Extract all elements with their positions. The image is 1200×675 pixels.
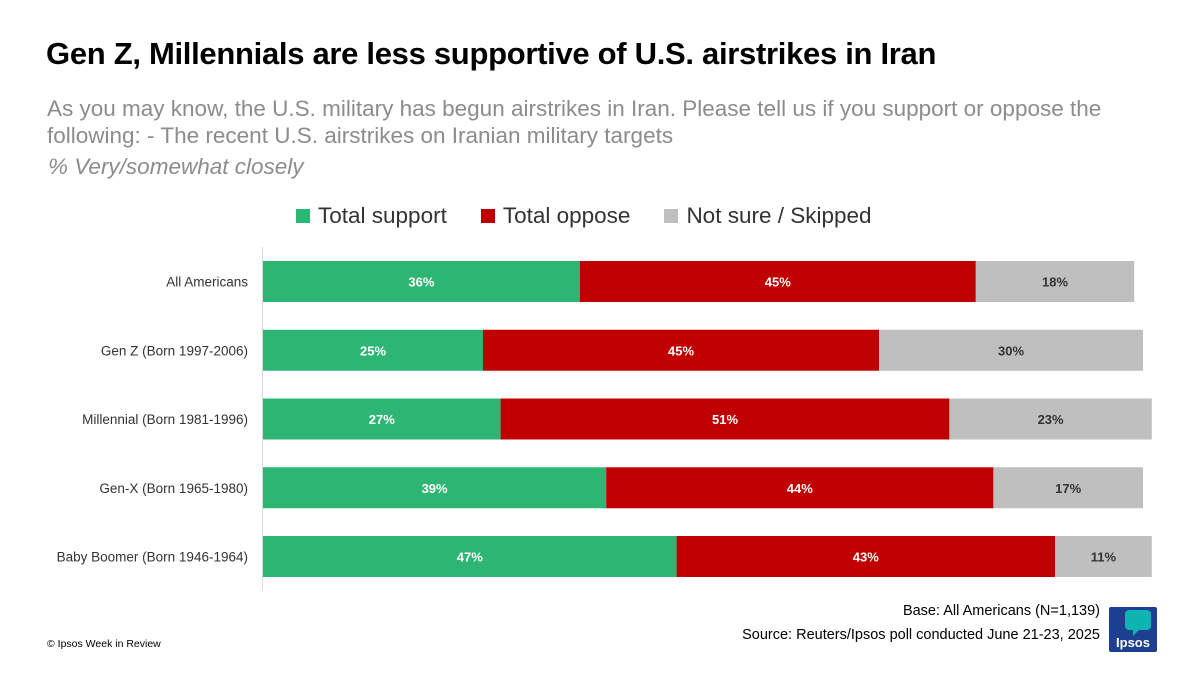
base-note: Base: All Americans (N=1,139) bbox=[902, 603, 1100, 619]
data-label: 18% bbox=[1042, 275, 1068, 290]
data-label: 25% bbox=[360, 343, 386, 358]
bar-segment bbox=[1055, 536, 1152, 577]
bar-segment bbox=[879, 329, 1143, 371]
legend-swatch-not-sure bbox=[664, 209, 679, 223]
category-label: All Americans bbox=[166, 275, 248, 290]
data-label: 23% bbox=[1038, 412, 1064, 427]
logo-speech-bubble-icon bbox=[1125, 610, 1151, 636]
bar-segment bbox=[483, 329, 879, 371]
data-label: 39% bbox=[422, 481, 448, 496]
category-label: Millennial (Born 1981-1996) bbox=[82, 412, 248, 427]
data-label: 43% bbox=[853, 550, 879, 565]
bar-segment bbox=[993, 467, 1143, 509]
legend-item-oppose: Total oppose bbox=[480, 203, 631, 229]
data-label: 30% bbox=[998, 343, 1024, 358]
data-label: 44% bbox=[787, 481, 813, 496]
data-label: 51% bbox=[712, 412, 738, 427]
data-label: 27% bbox=[369, 412, 395, 427]
bar-segment bbox=[676, 536, 1055, 577]
bar-segment bbox=[263, 398, 501, 440]
legend-label-oppose: Total oppose bbox=[502, 203, 631, 228]
category-label: Gen Z (Born 1997-2006) bbox=[101, 343, 248, 358]
logo-text: Ipsos bbox=[1116, 635, 1150, 650]
legend-item-support: Total support bbox=[296, 203, 447, 229]
legend-swatch-support bbox=[296, 209, 310, 223]
category-label: Baby Boomer (Born 1946-1964) bbox=[57, 550, 248, 565]
data-label: 11% bbox=[1091, 550, 1117, 565]
bar-segment bbox=[263, 329, 483, 371]
copyright: © Ipsos Week in Review bbox=[47, 638, 161, 650]
bar-segment bbox=[263, 536, 677, 577]
data-label: 47% bbox=[457, 550, 483, 565]
legend-item-not-sure: Not sure / Skipped bbox=[664, 203, 872, 229]
bar-segment bbox=[949, 398, 1152, 440]
source-note: Source: Reuters/Ipsos poll conducted Jun… bbox=[742, 627, 1100, 643]
bar-segment bbox=[579, 261, 976, 302]
bar-segment bbox=[263, 261, 580, 302]
bar-segment bbox=[606, 467, 994, 509]
legend-label-not-sure: Not sure / Skipped bbox=[686, 203, 872, 228]
bar-segment bbox=[500, 398, 950, 440]
legend-label-support: Total support bbox=[318, 203, 447, 228]
legend-swatch-oppose bbox=[480, 209, 495, 223]
data-label: 36% bbox=[408, 275, 434, 290]
category-label: Gen-X (Born 1965-1980) bbox=[99, 481, 248, 496]
chart-subtitle: As you may know, the U.S. military has b… bbox=[47, 96, 1102, 148]
data-label: 45% bbox=[765, 275, 791, 290]
chart-title: Gen Z, Millennials are less supportive o… bbox=[46, 36, 937, 71]
legend: Total support Total oppose Not sure / Sk… bbox=[296, 202, 906, 230]
ipsos-logo: Ipsos bbox=[1109, 607, 1157, 652]
data-label: 17% bbox=[1055, 481, 1081, 496]
metric-note: % Very/somewhat closely bbox=[48, 154, 304, 179]
data-label: 45% bbox=[668, 343, 694, 358]
bar-segment bbox=[263, 467, 607, 509]
bar-segment bbox=[975, 261, 1135, 302]
